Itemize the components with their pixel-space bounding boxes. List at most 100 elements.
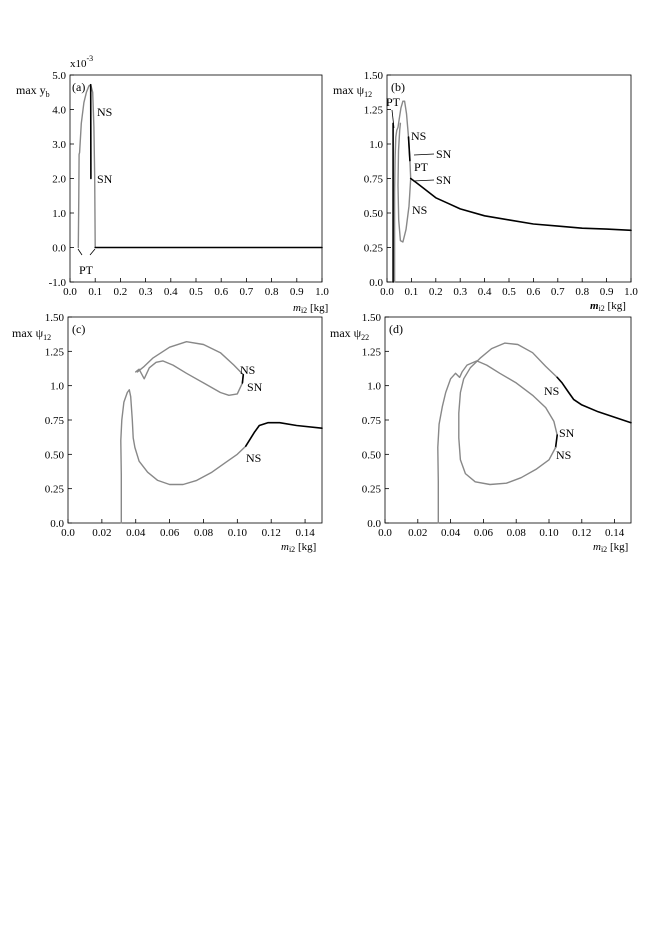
panel-c-xtick-label: 0.0 [61,527,75,539]
panel-c-series-stable-1 [245,421,323,447]
panel-b-xtick-label: 0.8 [575,286,589,298]
panel-a-xtick-label: 1.0 [315,286,329,298]
panel-d-ylabel: max ψ22 [330,326,369,342]
panel-b-annotation-sn-bottom: SN [436,173,452,187]
panel-c-xtick-label: 0.08 [194,527,214,539]
panel-d-ytick-label: 1.50 [362,312,382,324]
panel-d: 0.0 0.02 0.04 0.06 0.08 0.10 0.12 0.14 0.0 0.25 0.… [330,312,632,554]
panel-a-ytick-label: -1.0 [49,277,67,289]
panel-d-annotation-ns-bottom: NS [556,448,571,462]
panel-c-annotation-ns-top: NS [240,363,255,377]
panel-a-xtick-label: 0.6 [214,286,228,298]
panel-d-xtick-label: 0.0 [378,527,392,539]
panel-b-pt-arrow [391,109,395,129]
panel-a-xtick-label: 0.2 [114,286,128,298]
panel-d-ytick-label: 0.75 [362,415,382,427]
panel-b-series-stable-1 [409,177,632,232]
panel-c-xtick-label: 0.14 [295,527,315,539]
panel-b-annotation-ns-bottom: NS [412,203,427,217]
panel-a-xtick-label: 0.3 [139,286,153,298]
panel-d-xtick-label: 0.08 [507,527,527,539]
panel-a: 0.0 0.1 0.2 0.3 0.4 0.5 0.6 0.7 0.8 0.9 1.0-1.00.0… [16,54,329,315]
panel-d-annotation-ns-top: NS [544,384,559,398]
panel-a-ytick-label: 3.0 [52,139,66,151]
panel-d-ytick-label: 1.0 [367,381,381,393]
panel-c-xtick-label: 0.04 [126,527,146,539]
panel-a-annotation-ns: NS [97,105,112,119]
panel-d-ytick-label: 1.25 [362,346,382,358]
panel-d-xtick-label: 0.10 [539,527,559,539]
panel-c-ytick-label: 0.50 [45,449,65,461]
panel-b-annotation-sn-top: SN [436,147,452,161]
panel-c-series-unstable-0 [120,389,247,524]
panel-d-ytick-label: 0.0 [367,518,381,530]
panel-c-annotation-ns-bottom: NS [246,451,261,465]
panel-d-xtick-label: 0.14 [605,527,625,539]
panel-a-xlabel: mi2 [kg] [293,302,328,315]
panel-b-xtick-label: 1.0 [624,286,638,298]
panel-d-xtick-label: 0.06 [474,527,494,539]
panel-b-xlabel: mi2 [kg] [590,300,626,313]
panel-a-pt-arrow-left [77,248,83,256]
panel-c-series-unstable-2 [135,341,244,396]
panel-d-label: (d) [389,322,403,336]
panel-b-xtick-label: 0.9 [600,286,614,298]
panel-b-ylabel: max ψ12 [333,83,372,99]
panel-c-xtick-label: 0.12 [262,527,281,539]
panel-b-series-stable-2 [407,136,411,162]
panel-c-ytick-label: 0.0 [50,518,64,530]
panel-a-xtick-label: 0.1 [88,286,102,298]
panel-b-label: (b) [391,80,405,94]
panel-b: 0.0 0.1 0.2 0.3 0.4 0.5 0.6 0.7 0.8 0.9 1.0 0.0 0.25… [333,70,638,313]
panel-b-xtick-label: 0.6 [527,286,541,298]
panel-c-label: (c) [72,322,85,336]
panel-d-series-stable-3 [556,376,632,424]
panel-b-ytick-label: 1.0 [369,139,383,151]
panel-a-annotation-pt: PT [79,263,94,277]
panel-b-annotation-ns-top: NS [411,129,426,143]
panel-b-xtick-label: 0.0 [380,286,394,298]
panel-c-ytick-label: 1.25 [45,346,65,358]
panel-a-ylabel: max yb [16,83,50,99]
panel-c-xtick-label: 0.06 [160,527,180,539]
panel-c-xlabel: mi2 [kg] [281,541,316,554]
panel-c-xtick-label: 0.10 [228,527,248,539]
panel-c-series-stable-3 [241,373,245,384]
panel-c-ytick-label: 0.25 [45,484,65,496]
panel-b-ytick-label: 0.0 [369,277,383,289]
panel-a-ytick-label: 1.0 [52,208,66,220]
panel-c: 0.0 0.02 0.04 0.06 0.08 0.10 0.12 0.14 0.0 0.25 0.… [12,312,323,554]
panel-c-ytick-label: 0.75 [45,415,65,427]
panel-b-xtick-label: 0.7 [551,286,565,298]
panel-d-ytick-label: 0.50 [362,449,382,461]
panel-a-pt-arrow-right [89,248,96,256]
panel-b-xtick-label: 0.3 [453,286,467,298]
panel-a-series-unstable-0 [77,84,96,249]
panel-b-sn-arrow-bottom [412,179,435,182]
panel-a-multiplier: x10-3 [70,54,93,70]
panel-b-annotation-pt-top: PT [386,95,401,109]
panel-d-series-unstable-0 [437,360,558,524]
panel-a-ytick-label: 0.0 [52,243,66,255]
panel-d-series-stable-1 [554,434,558,449]
panel-a-xtick-label: 0.8 [265,286,279,298]
panel-d-xlabel: mi2 [kg] [593,541,628,554]
panel-a-xtick-label: 0.9 [290,286,304,298]
panel-a-xtick-label: 0.5 [189,286,203,298]
panel-c-ylabel: max ψ12 [12,326,51,342]
panel-a-ytick-label: 4.0 [52,105,66,117]
panel-a-ytick-label: 2.0 [52,174,66,186]
panel-c-xtick-label: 0.02 [92,527,111,539]
panel-d-xtick-label: 0.04 [441,527,461,539]
panel-a-xtick-label: 0.0 [63,286,77,298]
panel-b-ytick-label: 1.50 [364,70,384,82]
panel-a-xtick-label: 0.7 [240,286,254,298]
panel-a-ytick-label: 5.0 [52,70,66,82]
panel-b-ytick-label: 0.50 [364,208,384,220]
panel-d-xtick-label: 0.02 [408,527,427,539]
panel-b-sn-arrow-top [413,153,435,156]
panel-d-ytick-label: 0.25 [362,484,382,496]
panel-c-ytick-label: 1.50 [45,312,65,324]
